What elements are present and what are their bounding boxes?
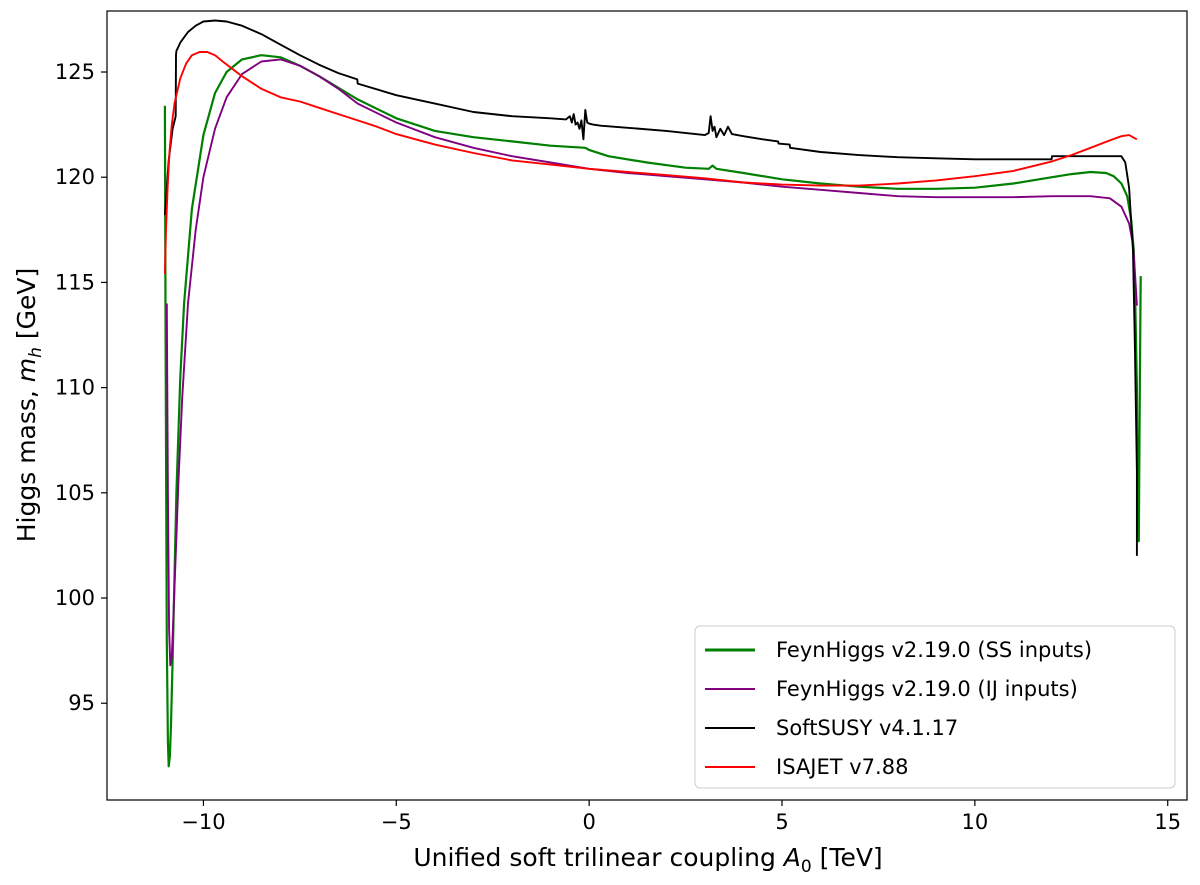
plot-frame: [106, 10, 1188, 801]
y-tick-label: 110: [55, 376, 95, 400]
y-axis-label-subscript: h: [26, 347, 46, 358]
legend-entries: FeynHiggs v2.19.0 (SS inputs) FeynHiggs v…: [705, 638, 1092, 779]
y-tick-label: 95: [68, 691, 95, 715]
x-tick-label: 5: [775, 810, 788, 834]
x-axis: −10 −5 0 5 10 15: [181, 800, 1181, 834]
x-axis-label-symbol: A: [782, 843, 801, 872]
x-tick-label: −10: [181, 810, 225, 834]
legend-label-0: FeynHiggs v2.19.0 (SS inputs): [776, 638, 1092, 662]
series-line-1: [165, 58, 1138, 667]
legend-label-2: SoftSUSY v4.1.17: [776, 716, 958, 740]
y-axis-label-text: Higgs mass,: [12, 390, 41, 542]
y-axis-label: Higgs mass, mh [GeV]: [12, 268, 46, 543]
y-axis-label-unit: [GeV]: [12, 268, 41, 339]
x-tick-label: 0: [582, 810, 595, 834]
y-tick-label: 120: [55, 165, 95, 189]
series-line-0: [163, 54, 1142, 768]
x-axis-label-subscript: 0: [801, 857, 812, 877]
y-tick-label: 100: [55, 586, 95, 610]
legend-label-3: ISAJET v7.88: [776, 755, 908, 779]
legend-label-1: FeynHiggs v2.19.0 (IJ inputs): [776, 677, 1078, 701]
legend: FeynHiggs v2.19.0 (SS inputs) FeynHiggs v…: [694, 625, 1176, 789]
series-line-3: [163, 51, 1138, 275]
series-layer: [163, 19, 1142, 768]
x-tick-label: −5: [381, 810, 412, 834]
x-tick-label: 15: [1154, 810, 1181, 834]
y-axis: 95 100 105 110 115 120 125: [55, 60, 107, 715]
legend-box: [694, 625, 1176, 789]
x-tick-label: 10: [961, 810, 988, 834]
y-tick-label: 125: [55, 60, 95, 84]
x-axis-label: Unified soft trilinear coupling A0 [TeV]: [413, 843, 882, 877]
x-axis-label-unit: [TeV]: [820, 843, 883, 872]
y-tick-label: 105: [55, 481, 95, 505]
y-tick-label: 115: [55, 270, 95, 294]
series-line-2: [163, 19, 1138, 556]
x-axis-label-text: Unified soft trilinear coupling: [413, 843, 776, 872]
y-axis-label-symbol: m: [12, 358, 41, 382]
